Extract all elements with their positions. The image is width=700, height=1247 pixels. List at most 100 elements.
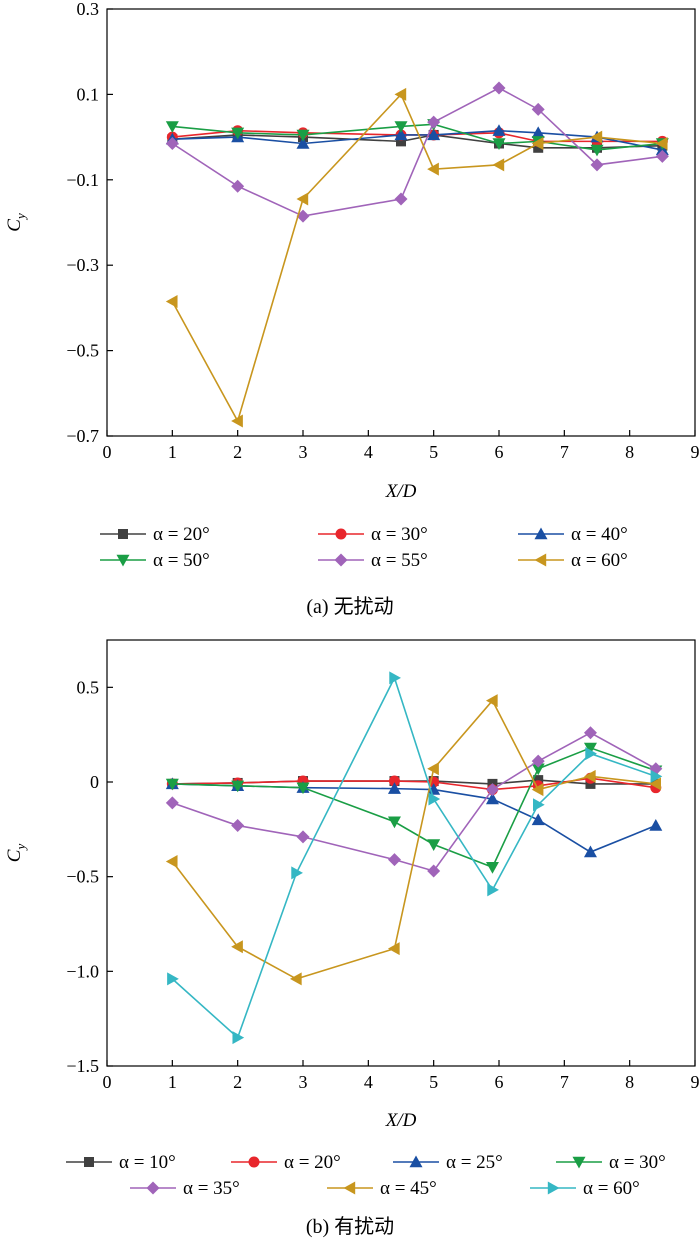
data-point: [231, 127, 245, 140]
x-tick-label: 3: [299, 1072, 308, 1092]
data-point: [165, 137, 179, 151]
data-point: [427, 128, 441, 141]
y-axis-title-main: C: [4, 219, 25, 232]
legend-label: α = 20°: [153, 524, 210, 545]
data-point: [492, 138, 506, 151]
y-tick-label: 0.1: [77, 84, 100, 104]
data-point: [583, 769, 596, 783]
legend-label: α = 50°: [153, 550, 210, 571]
legend-label: α = 10°: [119, 1152, 176, 1173]
legend-entry: α = 30°: [318, 524, 428, 545]
x-tick-label: 2: [233, 442, 242, 462]
data-point: [394, 128, 408, 141]
legend-label: α = 20°: [284, 1152, 341, 1173]
legend-entry: α = 20°: [100, 524, 210, 545]
series-line: [171, 699, 656, 980]
data-point: [394, 121, 408, 133]
data-point: [583, 845, 597, 858]
data-point: [650, 769, 663, 783]
data-point: [492, 124, 506, 136]
y-axis-title-main: C: [4, 849, 25, 862]
data-point: [427, 864, 441, 878]
series-2: [165, 777, 663, 858]
data-point: [590, 158, 604, 172]
chart-b: 0 1 2 3 4 5 6 7 8 9 −1.5 −1.0 −0.5 0 0.5 X/D Cy α = 10° α …: [4, 639, 700, 1238]
legend-entry: α = 55°: [318, 550, 428, 571]
data-point: [231, 780, 245, 793]
legend-label: α = 45°: [380, 1178, 437, 1199]
data-point: [427, 783, 441, 795]
x-tick-label: 6: [495, 1072, 504, 1092]
series-line: [171, 92, 663, 424]
data-point: [231, 179, 245, 193]
data-point: [231, 414, 243, 428]
x-tick-label: 3: [299, 442, 308, 462]
data-point: [655, 137, 668, 151]
y-tick-label: −0.5: [66, 867, 99, 887]
x-tick-label: 8: [625, 442, 634, 462]
x-tick-label: 5: [429, 442, 438, 462]
y-tick-label: −0.3: [66, 255, 99, 275]
legend-entry: α = 40°: [518, 524, 628, 545]
x-axis-title: X/D: [385, 481, 417, 502]
legend-label: α = 30°: [371, 524, 428, 545]
data-point: [165, 855, 178, 869]
legend-marker: [334, 553, 348, 567]
x-tick-label: 4: [364, 1072, 373, 1092]
y-axis-title-subscript: y: [13, 213, 28, 221]
x-tick-label: 9: [691, 1072, 700, 1092]
x-tick-label: 7: [560, 442, 569, 462]
data-point: [165, 121, 179, 133]
data-point: [387, 853, 401, 867]
data-point: [165, 294, 178, 308]
data-point: [427, 762, 439, 776]
data-point: [590, 144, 604, 157]
legend-entry: α = 10°: [66, 1152, 176, 1173]
data-point: [485, 862, 499, 874]
data-point: [531, 102, 545, 116]
data-point: [531, 126, 545, 139]
data-point: [394, 192, 408, 206]
legend-marker: [572, 1156, 586, 1169]
series-line: [172, 747, 657, 869]
y-tick-label: 0.3: [77, 0, 100, 19]
data-point: [165, 778, 179, 791]
legend-entry: α = 30°: [556, 1152, 666, 1173]
legend-entry: α = 25°: [393, 1152, 503, 1173]
series-5: [165, 694, 661, 986]
series-6: [167, 671, 663, 1045]
series-4: [165, 726, 663, 878]
data-point: [531, 137, 544, 151]
data-point: [394, 87, 407, 101]
data-point: [396, 136, 406, 147]
legend-entry: α = 45°: [327, 1178, 437, 1199]
legend-entry: α = 20°: [231, 1152, 341, 1173]
x-tick-label: 0: [103, 442, 112, 462]
legend-marker: [335, 528, 347, 540]
data-point: [388, 775, 400, 787]
series-line: [172, 783, 657, 853]
data-point: [232, 1031, 245, 1045]
x-tick-label: 4: [364, 442, 373, 462]
data-point: [487, 883, 499, 897]
data-point: [231, 940, 243, 954]
data-point: [231, 819, 245, 833]
data-point: [165, 796, 179, 810]
data-point: [531, 763, 545, 776]
series-5: [165, 87, 668, 428]
data-point: [296, 137, 310, 149]
legend-label: α = 40°: [571, 524, 628, 545]
data-point: [655, 149, 669, 163]
x-tick-label: 9: [691, 442, 700, 462]
legend-marker: [248, 1156, 260, 1168]
legend-marker: [409, 1155, 423, 1168]
data-point: [533, 798, 545, 812]
data-point: [583, 742, 597, 755]
data-point: [585, 778, 596, 789]
plot-frame: [106, 8, 696, 437]
x-tick-label: 5: [429, 1072, 438, 1092]
x-tick-label: 7: [560, 1072, 569, 1092]
data-point: [296, 129, 310, 142]
legend-marker: [84, 1157, 94, 1167]
